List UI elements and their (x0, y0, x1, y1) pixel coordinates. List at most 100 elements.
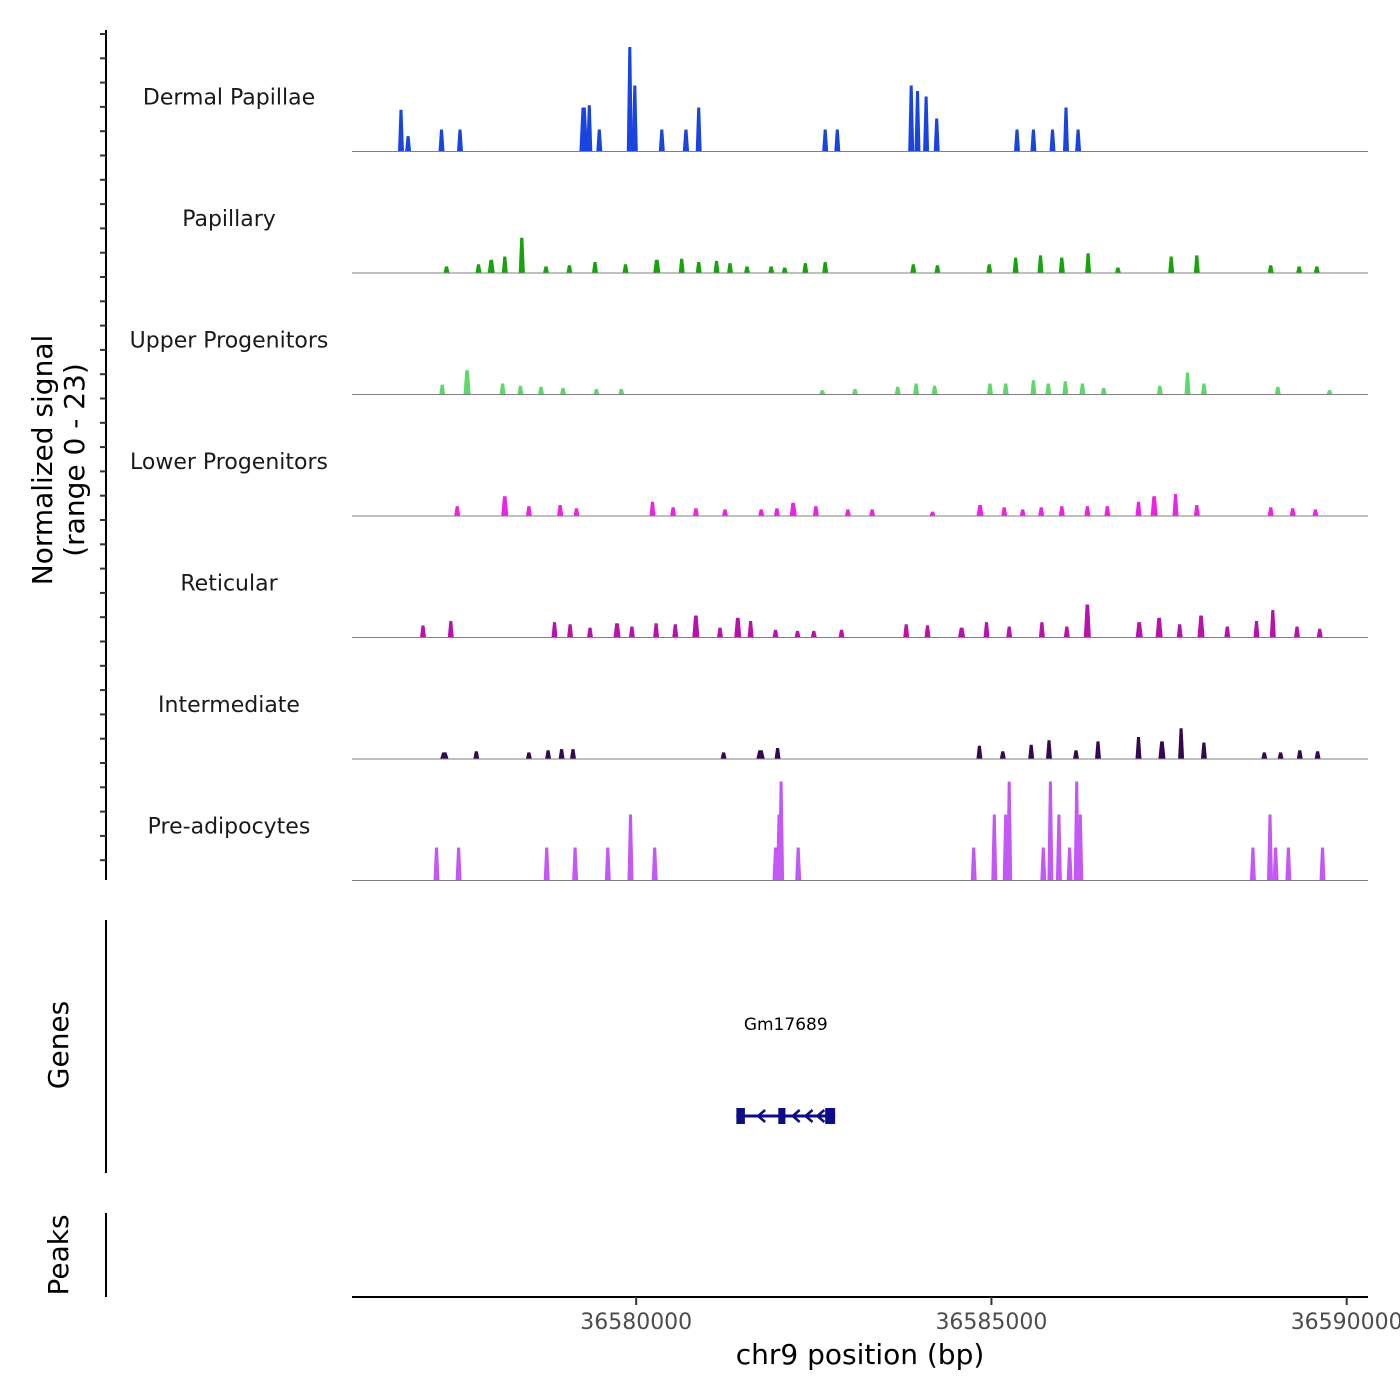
signal-peak (551, 622, 558, 638)
signal-peak (1045, 383, 1052, 395)
signal-peak (1156, 385, 1163, 395)
signal-peak (1063, 107, 1069, 152)
signal-peak (692, 615, 700, 638)
signal-peak (447, 621, 454, 638)
signal-peak (1267, 814, 1273, 881)
signal-peak (1058, 506, 1065, 516)
peaks-panel-label: Peaks (42, 1214, 75, 1295)
signal-peak (822, 262, 829, 273)
signal-peak (398, 109, 404, 152)
signal-peak (457, 129, 463, 152)
track-label: Pre-adipocytes (148, 815, 311, 840)
signal-peak (1066, 847, 1073, 881)
signal-peak (834, 129, 841, 152)
signal-peak (1314, 751, 1321, 759)
signal-peak (543, 266, 549, 273)
signal-peak (914, 91, 921, 152)
signal-peak (1158, 741, 1166, 759)
signal-peak (1312, 509, 1319, 516)
gene-gm17689[interactable]: Gm17689 (736, 1015, 836, 1124)
signal-peak (525, 752, 532, 759)
signal-peak (649, 501, 656, 516)
signal-peak (438, 129, 445, 152)
track-intermediate: Intermediate (158, 693, 1368, 760)
signal-peak (1058, 257, 1065, 273)
signal-peak (604, 847, 611, 881)
signal-peak (844, 509, 851, 516)
signal-peak (789, 502, 797, 516)
signal-peak (1200, 383, 1207, 395)
signal-peak (440, 752, 449, 759)
signal-peak (587, 627, 593, 638)
axes-layer: 36580000 36585000 36590000 (100, 30, 1400, 1335)
signal-peak (1224, 626, 1231, 638)
signal-peak (1296, 266, 1303, 273)
signal-y-ticks (100, 33, 106, 862)
track-label: Upper Progenitors (130, 329, 329, 354)
signal-peak (566, 265, 573, 273)
signal-peak (1028, 744, 1035, 759)
signal-peak (1319, 847, 1326, 881)
signal-peak (913, 383, 920, 395)
signal-peak (1135, 501, 1142, 516)
signal-peak (454, 506, 461, 516)
signal-peak (1075, 129, 1082, 152)
signal-peak (1085, 253, 1092, 273)
signal-peak (1063, 626, 1070, 638)
signal-peak (613, 623, 621, 638)
signal-peak (433, 847, 440, 881)
signal-peak (970, 847, 977, 881)
signal-peak (1253, 621, 1260, 638)
track-reticular: Reticular (180, 572, 1368, 638)
signal-peak (1285, 847, 1292, 881)
signal-peak (1172, 494, 1179, 516)
signal-peak (1135, 737, 1142, 759)
signal-peak (774, 748, 781, 759)
signal-peak (908, 85, 915, 152)
signal-peak (1084, 506, 1091, 516)
signal-peak (682, 129, 690, 152)
signal-peak (869, 509, 876, 516)
signal-peak (1176, 624, 1183, 638)
signal-peak (653, 623, 660, 638)
signal-peak (1047, 781, 1054, 881)
signal-peak (439, 384, 446, 395)
signal-peak (627, 814, 634, 881)
signal-peak (734, 617, 742, 638)
signal-peak (455, 847, 462, 881)
signal-peak (678, 258, 685, 273)
signal-peak (631, 85, 638, 152)
signal-peak (931, 385, 938, 395)
signal-y-label: Normalized signal (range 0 - 23) (26, 335, 91, 586)
signal-peak (934, 265, 941, 273)
signal-peak (781, 267, 788, 273)
signal-peak (593, 389, 600, 395)
strand-arrow (756, 1109, 766, 1123)
signal-peak (1193, 505, 1200, 516)
signal-peak (628, 626, 635, 638)
signal-peak (618, 389, 625, 395)
signal-peak (768, 266, 775, 273)
signal-peak (487, 259, 495, 273)
signal-peak (1062, 381, 1069, 395)
track-lower-progenitors: Lower Progenitors (130, 450, 1368, 517)
signal-peak (567, 624, 574, 638)
gene-exon (736, 1108, 745, 1124)
signal-peak (772, 847, 779, 881)
signal-peak (1135, 622, 1143, 638)
signal-peak (1197, 615, 1205, 638)
signal-peak (894, 386, 901, 395)
signal-peak (518, 237, 525, 273)
signal-peak (517, 385, 524, 395)
track-papillary: Papillary (182, 207, 1368, 274)
signal-peak (852, 389, 858, 395)
signal-peak (473, 751, 480, 759)
track-upper-progenitors: Upper Progenitors (130, 329, 1368, 395)
signal-peak (802, 263, 809, 273)
strand-arrow (815, 1109, 826, 1123)
signal-peak (1277, 752, 1284, 759)
signal-peak (501, 256, 508, 273)
signal-peak (622, 264, 629, 273)
signal-tracks: Dermal Papillae Papillary Upper Progenitor… (130, 47, 1368, 881)
